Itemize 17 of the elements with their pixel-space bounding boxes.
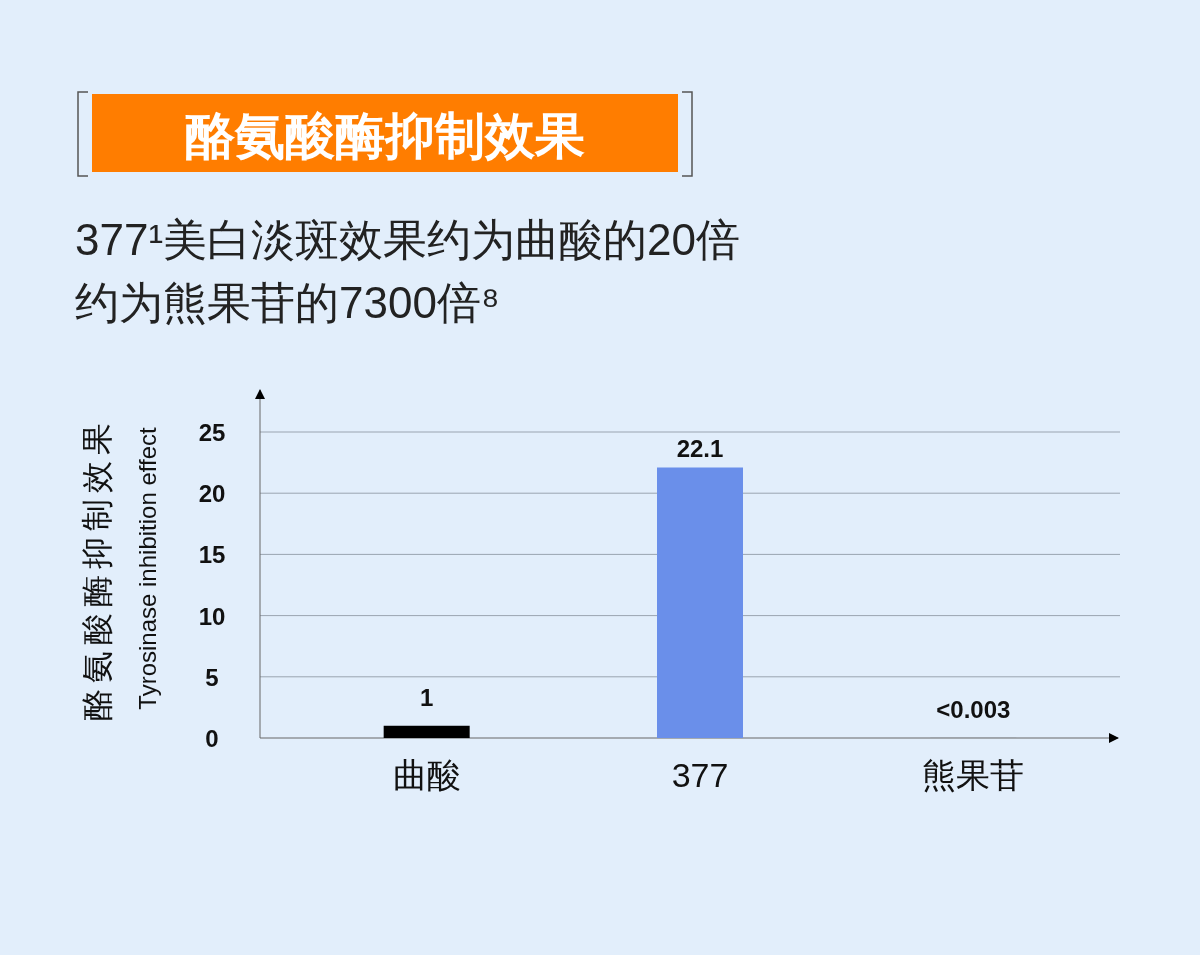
- x-tick-label: 曲酸: [392, 756, 461, 794]
- data-label: <0.003: [936, 695, 1011, 723]
- y-tick-label: 20: [198, 480, 226, 508]
- x-tick-label: 熊果苷: [922, 756, 1025, 794]
- y-tick-label: 25: [198, 419, 226, 446]
- title: 酪氨酸酶抑制效果: [77, 91, 693, 177]
- y-tick-label: 0: [205, 725, 219, 752]
- y-tick-label: 5: [205, 663, 219, 691]
- chart-title: 酪氨酸酶抑制效果: [185, 108, 585, 164]
- y-axis-title: 酪氨酸酶抑制效果 Tyrosinase inhibition effect: [79, 416, 161, 721]
- data-label: 1: [419, 683, 434, 711]
- data-label: 22.1: [676, 435, 724, 463]
- plot: 0 5 10 15 20 25 1 曲酸 22.1 377 <0.003 熊果苷 酪氨酸酶抑制效果 Tyrosinase inhibition effect: [79, 389, 1121, 794]
- y-tick-label: 15: [198, 541, 226, 569]
- x-tick-label: 377: [671, 756, 729, 794]
- y-tick-label: 10: [198, 602, 226, 630]
- chart-subtitle: 377¹美白淡斑效果约为曲酸的20倍约为熊果苷的7300倍⁸: [75, 215, 741, 327]
